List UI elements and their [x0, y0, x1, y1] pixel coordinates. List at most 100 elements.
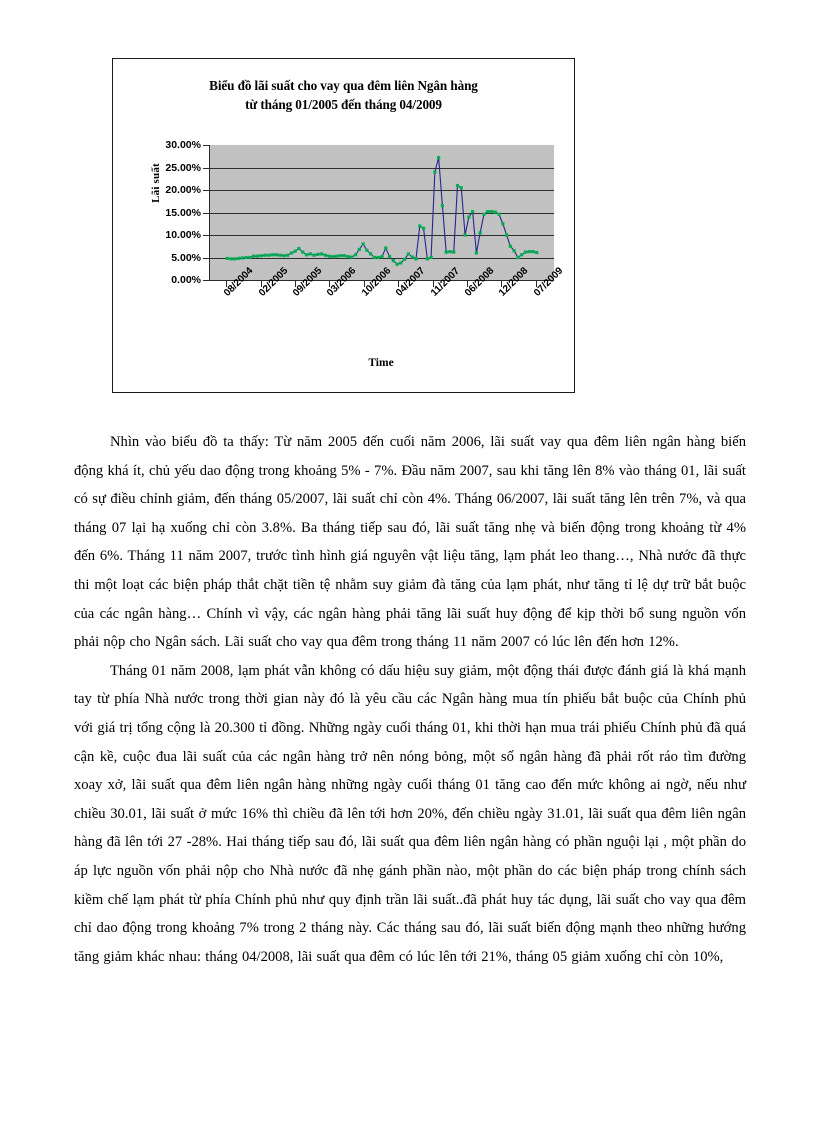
x-tick-mark	[295, 280, 296, 287]
series-marker	[399, 261, 403, 265]
x-tick-mark	[467, 280, 468, 287]
series-marker	[323, 253, 327, 257]
y-tick-label: 0.00%	[171, 274, 201, 286]
series-marker	[335, 254, 339, 258]
series-marker	[463, 233, 467, 237]
series-marker	[440, 204, 445, 208]
series-marker	[437, 156, 441, 160]
series-marker	[523, 250, 528, 254]
series-marker	[425, 257, 429, 261]
interest-rate-chart: Biểu đồ lãi suất cho vay qua đêm liên Ng…	[112, 58, 575, 393]
x-tick-mark	[260, 280, 262, 287]
series-marker	[380, 255, 384, 259]
document-body: Nhìn vào biểu đồ ta thấy: Từ năm 2005 đế…	[74, 428, 746, 971]
series-marker	[505, 233, 509, 237]
gridline	[210, 235, 554, 236]
series-marker	[282, 254, 286, 258]
x-tick-mark	[535, 280, 537, 287]
series-marker	[308, 252, 312, 256]
x-tick-mark	[501, 280, 503, 287]
series-marker	[278, 253, 282, 257]
series-marker	[516, 255, 520, 260]
series-marker	[225, 256, 229, 260]
x-axis-title: Time	[368, 357, 394, 369]
series-marker	[346, 255, 350, 259]
series-marker	[520, 253, 524, 257]
series-marker	[478, 231, 482, 235]
x-tick-mark	[329, 280, 331, 287]
series-marker	[365, 248, 369, 252]
x-tick-mark	[398, 280, 400, 287]
series-marker	[252, 254, 256, 258]
series-marker	[403, 257, 407, 261]
chart-series-layer	[225, 156, 539, 266]
series-marker	[410, 255, 414, 259]
y-tick-label: 10.00%	[165, 229, 201, 241]
series-marker	[395, 262, 399, 266]
series-marker	[255, 254, 259, 258]
series-marker	[316, 252, 320, 256]
y-tick-label: 25.00%	[165, 161, 201, 174]
series-marker	[512, 249, 516, 253]
series-marker	[387, 255, 392, 259]
series-marker	[357, 247, 361, 251]
series-marker	[248, 255, 252, 260]
y-tick-mark	[203, 257, 209, 259]
chart-plot-area	[209, 145, 554, 281]
series-marker	[270, 253, 275, 257]
series-marker	[497, 212, 501, 216]
series-marker	[240, 256, 244, 260]
series-marker	[459, 186, 463, 190]
gridline	[210, 167, 554, 169]
series-marker	[493, 210, 497, 214]
series-marker	[471, 210, 475, 214]
series-marker	[342, 254, 346, 258]
series-marker	[293, 249, 297, 253]
series-marker	[304, 253, 309, 257]
gridline	[210, 190, 554, 191]
paragraph-2: Tháng 01 năm 2008, lạm phát vẫn không có…	[74, 662, 746, 965]
series-marker	[486, 210, 490, 214]
series-marker	[297, 246, 301, 251]
paragraph-1: Nhìn vào biểu đồ ta thấy: Từ năm 2005 đế…	[74, 434, 746, 651]
series-marker	[233, 257, 237, 261]
series-marker	[274, 253, 278, 257]
series-marker	[501, 222, 505, 226]
series-marker	[527, 250, 531, 254]
series-marker	[338, 254, 343, 258]
series-marker	[482, 212, 486, 216]
series-marker	[467, 215, 471, 219]
y-tick-mark	[203, 280, 209, 281]
series-marker	[531, 250, 535, 254]
series-marker	[455, 183, 460, 188]
series-marker	[286, 253, 290, 257]
series-marker	[327, 254, 331, 258]
series-marker	[535, 250, 539, 255]
series-marker	[267, 253, 271, 257]
series-marker	[319, 252, 324, 256]
series-marker	[406, 252, 411, 256]
series-marker	[414, 257, 418, 261]
series-marker	[433, 170, 437, 174]
series-marker	[229, 257, 233, 261]
series-marker	[448, 250, 452, 254]
series-marker	[312, 253, 316, 257]
series-marker	[391, 259, 395, 263]
series-marker	[474, 251, 478, 255]
series-marker	[384, 246, 388, 250]
series-marker	[369, 252, 373, 256]
y-tick-label: 20.00%	[165, 184, 201, 196]
y-tick-mark	[203, 167, 209, 169]
y-tick-mark	[203, 145, 209, 146]
gridline	[210, 212, 554, 214]
y-tick-label: 30.00%	[165, 139, 201, 151]
series-marker	[331, 255, 335, 259]
y-tick-label: 5.00%	[171, 251, 201, 264]
series-marker	[289, 251, 293, 255]
chart-title: Biểu đồ lãi suất cho vay qua đêm liên Ng…	[123, 76, 564, 114]
series-marker	[236, 256, 241, 260]
series-marker	[421, 226, 426, 230]
series-markers	[225, 156, 539, 266]
y-axis-tick-labels: 0.00% 5.00% 10.00% 15.00% 20.00% 25.00% 30.00%	[139, 137, 203, 289]
